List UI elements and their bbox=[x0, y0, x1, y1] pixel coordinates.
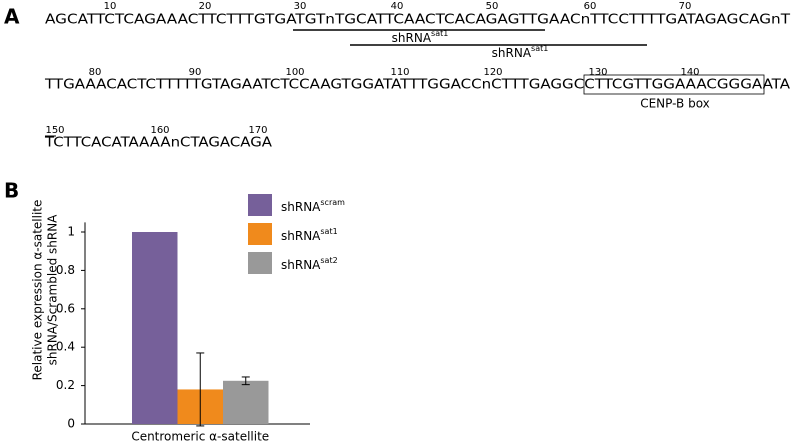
target-label: shRNAsat1 bbox=[492, 44, 549, 60]
sequence: AGCATTCTCAGAAACTTCTTTGTGATGTnTGCATTCAACT… bbox=[45, 13, 790, 28]
position-number: 170 bbox=[248, 125, 267, 136]
label-base: shRNA bbox=[392, 31, 432, 45]
bar bbox=[132, 232, 178, 424]
label-base: shRNA bbox=[492, 46, 532, 60]
y-tick-label: 0.4 bbox=[56, 340, 75, 354]
error-bar bbox=[241, 376, 250, 386]
position-number: 140 bbox=[680, 67, 699, 78]
position-number: 160 bbox=[150, 125, 169, 136]
legend-label: shRNAsat1 bbox=[281, 227, 338, 243]
position-number: 90 bbox=[189, 67, 202, 78]
box-label: CENP-B box bbox=[640, 97, 710, 111]
position-number: 60 bbox=[584, 1, 597, 12]
sequence: TCTTCACATAAAAnCTAGACAGA bbox=[44, 136, 272, 151]
y-tick-label: 0 bbox=[67, 417, 75, 431]
cenp-b-box bbox=[583, 74, 765, 95]
y-tick-label: 0.8 bbox=[56, 263, 75, 277]
legend-label: shRNAsat2 bbox=[281, 256, 338, 272]
panel-label: B bbox=[4, 179, 19, 203]
position-number: 80 bbox=[89, 67, 102, 78]
position-number: 100 bbox=[285, 67, 304, 78]
legend-swatch bbox=[248, 223, 272, 245]
label-base: shRNA bbox=[281, 258, 321, 272]
sequence: TTGAAACACTCTTTTTGTAGAATCTCCAAGTGGATATTTG… bbox=[44, 78, 790, 93]
label-sup: sat1 bbox=[320, 227, 337, 236]
y-axis-label: Relative expression α-satellite bbox=[31, 200, 45, 381]
position-number: 50 bbox=[486, 1, 499, 12]
target-label: shRNAsat1 bbox=[392, 29, 449, 45]
position-number: 70 bbox=[679, 1, 692, 12]
error-bar bbox=[196, 352, 205, 427]
legend-swatch bbox=[248, 252, 272, 274]
legend-label: shRNAscram bbox=[281, 198, 345, 214]
label-sup: scram bbox=[320, 198, 345, 207]
position-number: 10 bbox=[104, 1, 117, 12]
label-base: shRNA bbox=[281, 229, 321, 243]
y-axis-label: shRNA/Scrambled shRNA bbox=[46, 214, 60, 366]
position-number: 30 bbox=[294, 1, 307, 12]
position-number: 130 bbox=[588, 67, 607, 78]
label-sup: sat1 bbox=[431, 29, 448, 38]
label-base: shRNA bbox=[281, 200, 321, 214]
x-tick-label: Centromeric α-satellite bbox=[131, 430, 269, 443]
position-number: 150 bbox=[45, 125, 64, 136]
bar bbox=[223, 380, 269, 424]
position-number: 120 bbox=[483, 67, 502, 78]
position-number: 110 bbox=[390, 67, 409, 78]
position-number: 20 bbox=[199, 1, 212, 12]
panel-label: A bbox=[4, 5, 20, 29]
position-number: 40 bbox=[391, 1, 404, 12]
y-tick-label: 0.2 bbox=[56, 378, 75, 392]
y-tick-label: 0.6 bbox=[56, 301, 75, 315]
label-sup: sat1 bbox=[531, 44, 548, 53]
y-tick-label: 1 bbox=[67, 225, 75, 239]
legend-swatch bbox=[248, 194, 272, 216]
label-sup: sat2 bbox=[320, 256, 337, 265]
